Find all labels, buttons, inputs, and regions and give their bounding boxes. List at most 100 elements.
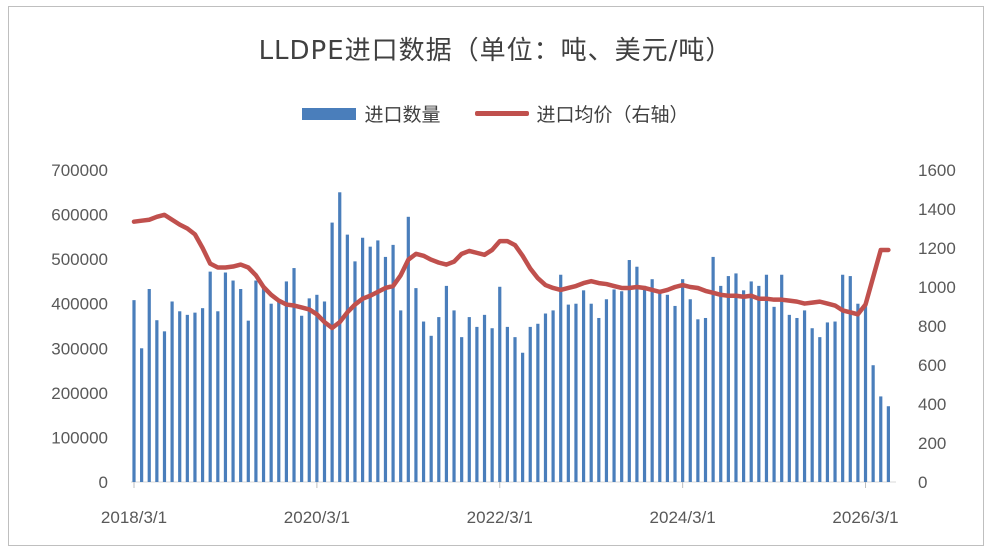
y-right-tick-label: 1400: [918, 200, 956, 219]
bar-33: [383, 256, 388, 482]
bar-23: [307, 298, 311, 482]
bar-78: [726, 276, 730, 482]
bar-47: [490, 328, 494, 482]
bar-13: [231, 280, 235, 482]
bar-38: [421, 321, 426, 482]
bar-88: [802, 310, 807, 482]
bar-25: [322, 301, 327, 482]
bar-55: [551, 310, 555, 482]
legend-label-quantity: 进口数量: [364, 104, 441, 126]
x-tick-label: 2022/3/1: [467, 508, 533, 527]
bar-54: [543, 313, 548, 482]
chart-title: LLDPE进口数据（单位：吨、美元/吨）: [258, 36, 733, 66]
bar-57: [566, 304, 570, 482]
bar-5: [170, 301, 174, 482]
bar-43: [460, 337, 464, 482]
bar-11: [216, 311, 220, 482]
bar-6: [178, 311, 182, 482]
bar-84: [772, 306, 776, 482]
bar-44: [467, 317, 471, 482]
bar-19: [277, 299, 281, 482]
bar-91: [825, 322, 830, 482]
y-right-tick-label: 200: [918, 434, 946, 453]
bar-41: [444, 285, 449, 482]
y-left-tick-label: 500000: [51, 250, 108, 269]
y-left-tick-label: 400000: [51, 295, 108, 314]
bar-51: [521, 352, 525, 482]
x-tick-label: 2024/3/1: [650, 508, 716, 527]
bar-76: [711, 256, 715, 482]
x-tick-label: 2026/3/1: [832, 508, 898, 527]
bar-73: [688, 299, 692, 482]
legend-bar-swatch: [302, 107, 357, 120]
bar-40: [437, 317, 441, 482]
bar-80: [742, 290, 746, 482]
y-right-tick-label: 1000: [918, 278, 956, 297]
bar-3: [155, 320, 159, 482]
bar-24: [315, 294, 319, 482]
bar-29: [353, 261, 357, 482]
bar-75: [703, 317, 708, 482]
bar-32: [376, 240, 380, 482]
bar-15: [246, 320, 250, 482]
y-left-tick-label: 700000: [51, 161, 108, 180]
legend-item-quantity: 进口数量: [302, 100, 441, 127]
bar-61: [597, 317, 601, 482]
bar-22: [300, 315, 304, 482]
bar-81: [749, 281, 753, 482]
price-line: [131, 212, 891, 331]
bar-14: [239, 289, 243, 482]
bar-89: [810, 328, 814, 482]
bar-35: [399, 310, 403, 482]
bar-94: [848, 276, 852, 482]
bar-66: [635, 266, 639, 482]
bar-62: [604, 299, 609, 482]
bar-97: [871, 365, 875, 482]
y-left-tick-label: 0: [99, 473, 108, 492]
bar-4: [162, 331, 167, 482]
bar-68: [650, 279, 654, 482]
bar-70: [665, 294, 669, 482]
bar-31: [368, 246, 372, 482]
bar-17: [261, 286, 266, 482]
bar-37: [414, 288, 418, 482]
y-left-tick-label: 600000: [51, 206, 108, 225]
bar-34: [391, 244, 395, 482]
y-left-tick-label: 100000: [51, 428, 108, 447]
bar-50: [513, 337, 517, 482]
bar-98: [879, 396, 883, 482]
bar-28: [345, 234, 349, 482]
bar-96: [863, 304, 868, 482]
bar-72: [681, 279, 685, 482]
y-right-tick-label: 0: [918, 473, 927, 492]
bar-93: [841, 274, 845, 482]
bar-90: [818, 337, 822, 482]
bar-53: [536, 323, 540, 482]
bar-10: [208, 271, 212, 482]
bar-87: [795, 317, 799, 482]
bar-49: [505, 326, 509, 482]
bar-71: [673, 305, 677, 482]
bar-36: [406, 216, 410, 483]
bar-56: [559, 274, 563, 482]
bar-16: [254, 280, 258, 482]
y-right-tick-label: 1200: [918, 239, 956, 258]
bar-82: [757, 285, 761, 482]
bar-27: [338, 192, 342, 483]
y-right-tick-label: 1600: [918, 161, 956, 180]
bar-45: [475, 326, 479, 482]
bar-59: [581, 290, 586, 482]
bar-8: [193, 312, 197, 482]
bar-9: [200, 308, 205, 482]
bar-83: [764, 274, 769, 482]
bar-26: [330, 222, 334, 482]
chart-legend: 进口数量 进口均价（右轴）: [0, 100, 991, 127]
legend-item-price: 进口均价（右轴）: [474, 100, 689, 127]
legend-label-price: 进口均价（右轴）: [536, 104, 689, 126]
y-left-tick-label: 200000: [51, 384, 108, 403]
x-tick-label: 2018/3/1: [101, 508, 167, 527]
y-right-tick-label: 600: [918, 356, 946, 375]
bar-99: [886, 406, 890, 482]
bar-74: [696, 319, 700, 482]
